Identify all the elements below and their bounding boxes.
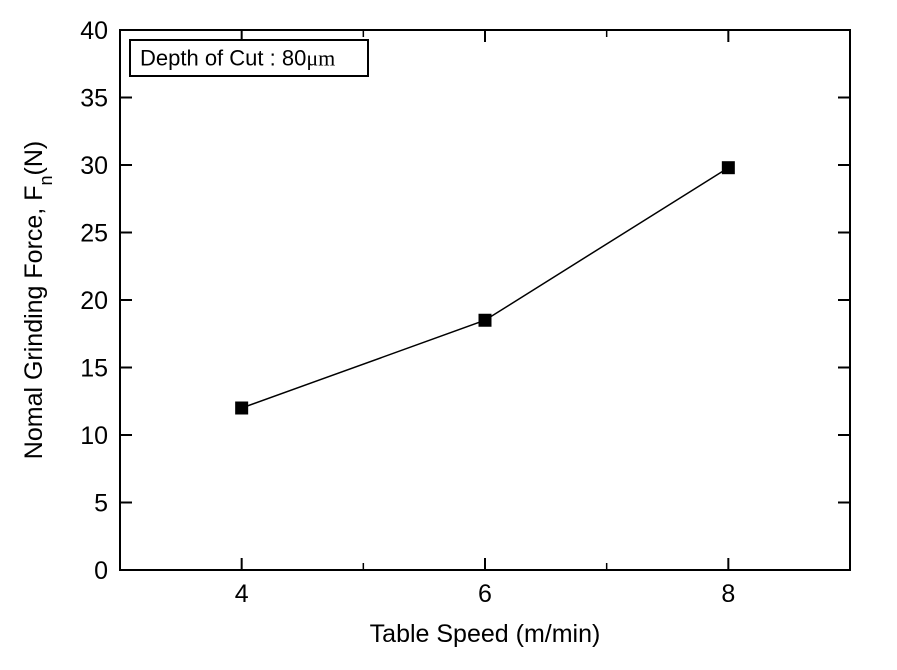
y-tick-label: 10 [80,422,108,450]
legend-text: Depth of Cut : 80μm [140,46,335,71]
y-axis-label: Nomal Grinding Force, Fn(N) [20,141,56,459]
x-tick-label: 6 [478,580,492,608]
y-tick-label: 20 [80,287,108,315]
data-marker [479,314,491,326]
y-tick-label: 0 [94,557,108,585]
x-tick-label: 8 [721,580,735,608]
y-tick-label: 40 [80,17,108,45]
x-axis-label: Table Speed (m/min) [370,620,601,648]
y-tick-label: 30 [80,152,108,180]
y-tick-label: 5 [94,490,108,518]
data-marker [722,162,734,174]
plot-border [120,30,850,570]
chart-container: 4 6 8 0 5 10 15 20 25 30 35 40 Table Speed (m/min) No… [0,0,897,670]
y-tick-label: 35 [80,85,108,113]
series-line [242,168,729,408]
x-tick-label: 4 [235,580,249,608]
data-marker [236,402,248,414]
y-tick-label: 25 [80,220,108,248]
chart-svg: 4 6 8 0 5 10 15 20 25 30 35 40 Table Speed (m/min) No… [0,0,897,670]
y-tick-label: 15 [80,355,108,383]
